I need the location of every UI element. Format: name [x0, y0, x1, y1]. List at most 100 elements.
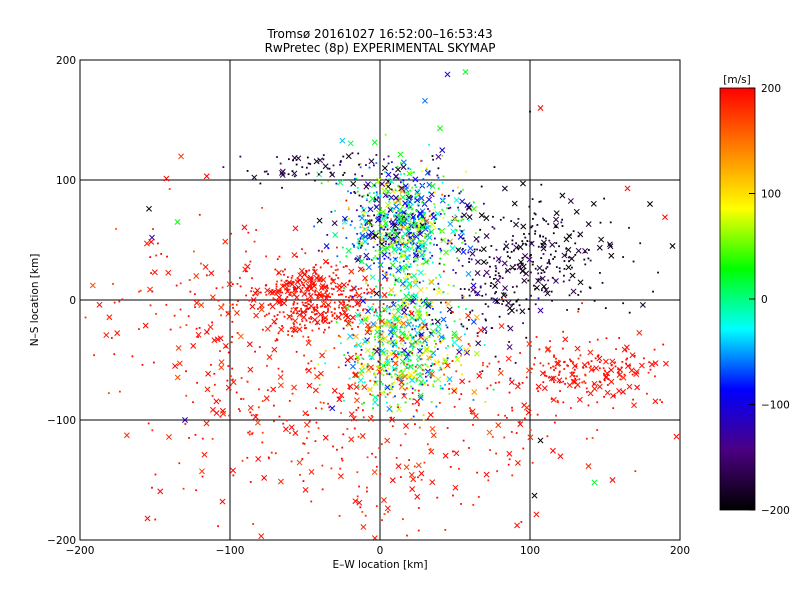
data-point-dot	[425, 324, 428, 327]
data-point-dot	[360, 362, 363, 365]
data-point-dot	[139, 289, 142, 292]
data-point-dot	[377, 257, 379, 260]
data-point-dot	[290, 276, 293, 279]
data-point-dot	[394, 343, 397, 346]
data-point-dot	[391, 425, 394, 428]
data-point-dot	[435, 329, 438, 332]
data-point-dot	[587, 249, 590, 251]
data-point-dot	[426, 260, 429, 263]
data-point-dot	[557, 401, 559, 404]
data-point-dot	[452, 494, 454, 497]
data-point-dot	[558, 381, 561, 384]
data-point-dot	[314, 313, 317, 316]
data-point-dot	[447, 239, 450, 242]
data-point-dot	[376, 314, 378, 317]
data-point-dot	[542, 253, 545, 255]
data-point-dot	[568, 279, 571, 282]
data-point-dot	[449, 206, 452, 209]
data-point-dot	[476, 335, 479, 337]
data-point-dot	[356, 190, 359, 193]
data-point-x	[471, 205, 477, 212]
data-point-dot	[400, 228, 403, 231]
data-point-dot	[520, 262, 523, 265]
data-point-dot	[342, 433, 345, 436]
data-point-dot	[363, 381, 366, 384]
data-point-dot	[584, 374, 587, 377]
data-point-dot	[330, 287, 333, 290]
data-point-dot	[341, 293, 344, 296]
data-point-dot	[472, 423, 474, 426]
data-point-dot	[185, 324, 188, 326]
data-point-dot	[559, 390, 561, 392]
data-point-dot	[228, 270, 231, 273]
data-point-dot	[347, 283, 349, 286]
data-point-dot	[369, 379, 372, 382]
data-point-dot	[398, 231, 401, 234]
data-point-x	[559, 192, 566, 199]
data-point-dot	[506, 251, 509, 253]
data-point-dot	[407, 321, 410, 324]
data-point-dot	[318, 327, 320, 330]
data-point-x	[648, 361, 655, 368]
data-point-dot	[398, 213, 401, 216]
data-point-dot	[427, 259, 430, 262]
data-point-dot	[306, 307, 309, 310]
data-point-dot	[505, 294, 508, 297]
data-point-x	[609, 477, 616, 483]
data-point-dot	[326, 287, 329, 289]
data-point-dot	[421, 201, 424, 204]
data-point-dot	[404, 342, 407, 345]
data-point-dot	[391, 228, 394, 231]
data-point-dot	[341, 446, 344, 449]
data-point-x	[417, 269, 424, 276]
data-point-dot	[397, 351, 399, 353]
data-point-dot	[437, 227, 440, 230]
data-point-dot	[75, 357, 77, 359]
data-point-dot	[455, 370, 458, 373]
data-point-dot	[555, 414, 557, 417]
data-point-dot	[375, 465, 378, 468]
data-point-x	[452, 484, 459, 491]
data-point-dot	[219, 350, 221, 353]
data-point-dot	[424, 249, 427, 252]
data-point-dot	[396, 377, 399, 379]
data-point-dot	[397, 406, 400, 409]
data-point-dot	[471, 278, 474, 281]
data-point-dot	[305, 327, 308, 329]
data-point-dot	[404, 388, 407, 391]
data-point-dot	[273, 315, 276, 318]
data-point-dot	[411, 195, 413, 198]
data-point-x	[193, 300, 200, 306]
data-point-x	[291, 252, 298, 259]
data-point-dot	[307, 362, 310, 365]
data-point-dot	[316, 306, 319, 308]
data-point-dot	[413, 216, 416, 218]
data-point-dot	[507, 463, 510, 466]
data-point-dot	[351, 295, 354, 298]
data-point-dot	[426, 443, 429, 446]
data-point-dot	[442, 209, 445, 212]
data-point-dot	[311, 329, 314, 332]
data-point-x	[408, 293, 414, 300]
data-point-x	[384, 384, 391, 391]
data-point-dot	[374, 345, 377, 347]
data-point-dot	[307, 414, 310, 416]
data-point-x	[631, 402, 637, 409]
data-point-dot	[339, 161, 342, 163]
data-point-dot	[437, 187, 440, 190]
data-point-dot	[288, 282, 291, 285]
data-point-x	[506, 450, 513, 457]
data-point-dot	[545, 220, 548, 223]
data-point-dot	[574, 378, 576, 380]
data-point-dot	[461, 247, 464, 250]
x-tick-label: 100	[520, 545, 540, 557]
data-point-dot	[395, 341, 398, 344]
data-point-x	[467, 245, 474, 252]
data-point-dot	[330, 311, 333, 314]
data-point-dot	[251, 432, 254, 434]
data-point-dot	[310, 285, 312, 288]
data-point-x	[301, 291, 308, 298]
data-point-dot	[149, 304, 152, 307]
data-point-x	[507, 325, 514, 332]
data-point-dot	[504, 414, 507, 417]
